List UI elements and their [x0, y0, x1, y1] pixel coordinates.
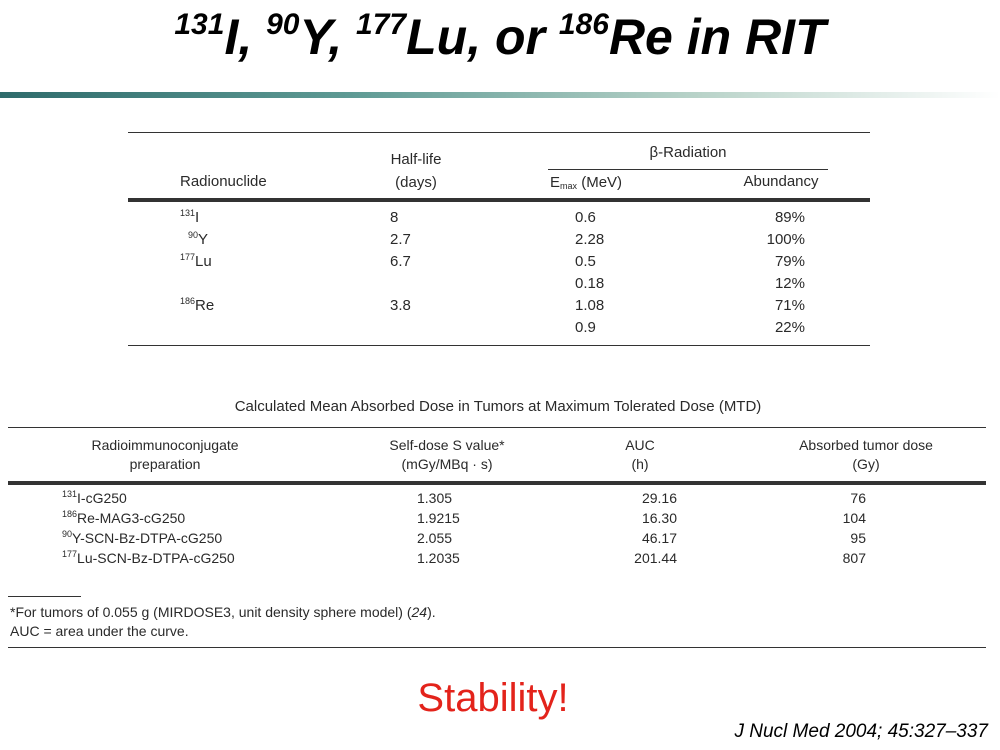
cell: 95	[850, 530, 866, 546]
column-header: Absorbed tumor dose	[799, 437, 933, 453]
cell: 0.9	[575, 319, 596, 336]
title-text: Lu, or	[406, 9, 559, 65]
footnote: *For tumors of 0.055 g (MIRDOSE3, unit d…	[10, 604, 436, 620]
column-header: Radionuclide	[180, 173, 267, 190]
conjugate: 177Lu-SCN-Bz-DTPA-cG250	[62, 549, 235, 567]
cell: 12%	[774, 275, 805, 292]
cell: 0.5	[575, 253, 596, 270]
cell: 89%	[774, 209, 805, 226]
element: Y	[198, 231, 209, 248]
cell: 201.44	[634, 550, 677, 566]
cell: 1.08	[575, 297, 605, 314]
mass-number: 90	[188, 230, 199, 240]
mass-number: 131	[174, 8, 225, 41]
element: Lu	[195, 253, 212, 270]
conjugate-name: Y-SCN-Bz-DTPA-cG250	[72, 530, 223, 546]
cell: 807	[842, 550, 866, 566]
table-rule	[8, 596, 81, 597]
column-header: (mGy/MBq · s)	[401, 456, 493, 472]
cell: 22%	[774, 319, 805, 336]
column-header: Emax (MeV)	[550, 174, 622, 191]
cell: 6.7	[390, 253, 411, 270]
cell: 2.7	[390, 231, 411, 248]
header-text: (MeV)	[577, 174, 623, 191]
cell: 46.17	[641, 530, 677, 546]
table-rule	[128, 198, 870, 202]
cell: 79%	[774, 253, 805, 270]
cell: 76	[850, 490, 866, 506]
footnote-text: 24	[411, 604, 428, 620]
cell: 0.18	[575, 275, 605, 292]
mass-number: 131	[180, 208, 196, 218]
mass-number: 177	[62, 549, 78, 559]
mass-number: 90	[266, 8, 300, 41]
cell: 3.8	[390, 297, 411, 314]
nuclide: 186Re	[180, 296, 215, 315]
mass-number: 186	[558, 8, 609, 41]
cell: 1.305	[417, 490, 453, 506]
footnote: AUC = area under the curve.	[10, 623, 189, 639]
column-header: (h)	[631, 456, 649, 472]
column-header: AUC	[625, 437, 655, 453]
cell: 2.055	[417, 530, 453, 546]
nuclide: 131I	[180, 208, 200, 227]
cell: 1.9215	[417, 510, 460, 526]
element: Re	[195, 297, 215, 314]
table-rule	[128, 345, 870, 346]
cell: 16.30	[641, 510, 677, 526]
mass-number: 131	[62, 489, 78, 499]
column-header: Abundancy	[743, 173, 819, 190]
cell: 100%	[766, 231, 805, 248]
table-rule	[8, 647, 986, 648]
mass-number: 177	[356, 8, 407, 41]
conjugate: 90Y-SCN-Bz-DTPA-cG250	[62, 529, 223, 547]
cell: 71%	[774, 297, 805, 314]
title-text: Y,	[299, 9, 357, 65]
column-header: (days)	[395, 174, 437, 191]
header-sub: max	[560, 181, 578, 191]
cell: 1.2035	[417, 550, 460, 566]
element: I	[195, 209, 200, 226]
mass-number: 186	[180, 296, 196, 306]
conjugate-name: I-cG250	[77, 490, 127, 506]
column-header: Radioimmunoconjugate	[91, 437, 239, 453]
mass-number: 186	[62, 509, 78, 519]
cell: 8	[390, 209, 399, 226]
cell: 104	[842, 510, 866, 526]
mass-number: 90	[62, 529, 73, 539]
nuclide: 177Lu	[180, 252, 212, 271]
column-header: β-Radiation	[649, 144, 727, 161]
header-text: E	[550, 174, 561, 191]
citation: J Nucl Med 2004; 45:327–337	[734, 721, 988, 742]
column-header: preparation	[129, 456, 201, 472]
cell: 0.6	[575, 209, 596, 226]
title-rule	[0, 92, 1000, 98]
table-rule	[8, 427, 986, 428]
conjugate: 186Re-MAG3-cG250	[62, 509, 186, 527]
table-rule	[548, 169, 828, 170]
cell: 29.16	[641, 490, 677, 506]
title-text: Re in RIT	[608, 9, 826, 65]
nuclide: 90Y	[188, 230, 209, 249]
conjugate-name: Re-MAG3-cG250	[77, 510, 186, 526]
footnote-text: AUC = area under the curve.	[10, 623, 189, 639]
conjugate: 131I-cG250	[62, 489, 127, 507]
cell: 2.28	[575, 231, 605, 248]
footnote-text: *For tumors of 0.055 g (MIRDOSE3, unit d…	[10, 604, 412, 620]
column-header: (Gy)	[852, 456, 880, 472]
table-rule	[128, 132, 870, 133]
mass-number: 177	[180, 252, 196, 262]
footnote-text: ).	[427, 604, 436, 620]
table-rule	[8, 481, 986, 485]
title-text: I,	[224, 9, 267, 65]
column-header: Half-life	[390, 151, 442, 168]
column-header: Self-dose S value*	[389, 437, 505, 453]
table-title: Calculated Mean Absorbed Dose in Tumors …	[234, 398, 762, 415]
slide-title: 131I, 90Y, 177Lu, or 186Re in RIT	[0, 8, 1000, 66]
callout: Stability!	[417, 676, 569, 720]
conjugate-name: Lu-SCN-Bz-DTPA-cG250	[77, 550, 235, 566]
